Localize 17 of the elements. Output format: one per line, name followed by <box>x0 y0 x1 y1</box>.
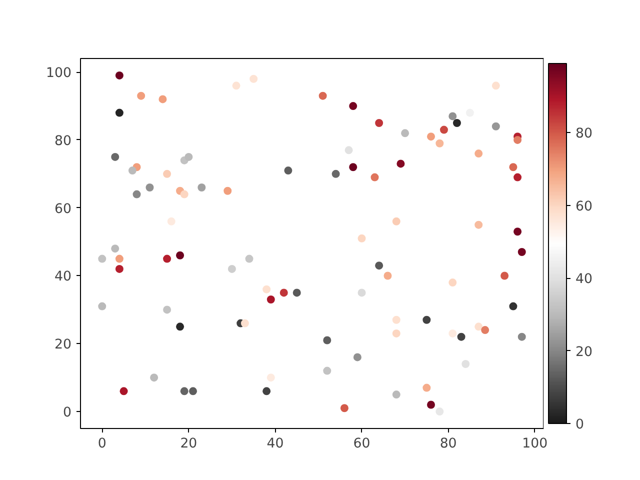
y-tick-label: 40 <box>54 270 72 285</box>
y-tick-label: 20 <box>54 338 72 353</box>
y-tick-label: 60 <box>54 202 72 217</box>
y-tick-label: 100 <box>46 66 72 82</box>
y-tick-label: 80 <box>54 134 72 149</box>
color-bar-label: 20 <box>576 344 592 360</box>
x-tick-label: 80 <box>440 436 457 452</box>
color-bar-label: 40 <box>576 272 592 288</box>
x-tick-label: 0 <box>98 436 106 452</box>
x-tick-label: 40 <box>266 436 284 452</box>
color-bar-label: 60 <box>576 199 592 214</box>
x-tick-label: 60 <box>353 436 370 452</box>
color-bar-label: 80 <box>576 126 592 142</box>
y-tick-label: 0 <box>63 406 72 421</box>
x-tick-label: 20 <box>180 436 198 452</box>
color-bar-label: 0 <box>576 418 584 432</box>
x-tick-label: 100 <box>522 436 548 452</box>
